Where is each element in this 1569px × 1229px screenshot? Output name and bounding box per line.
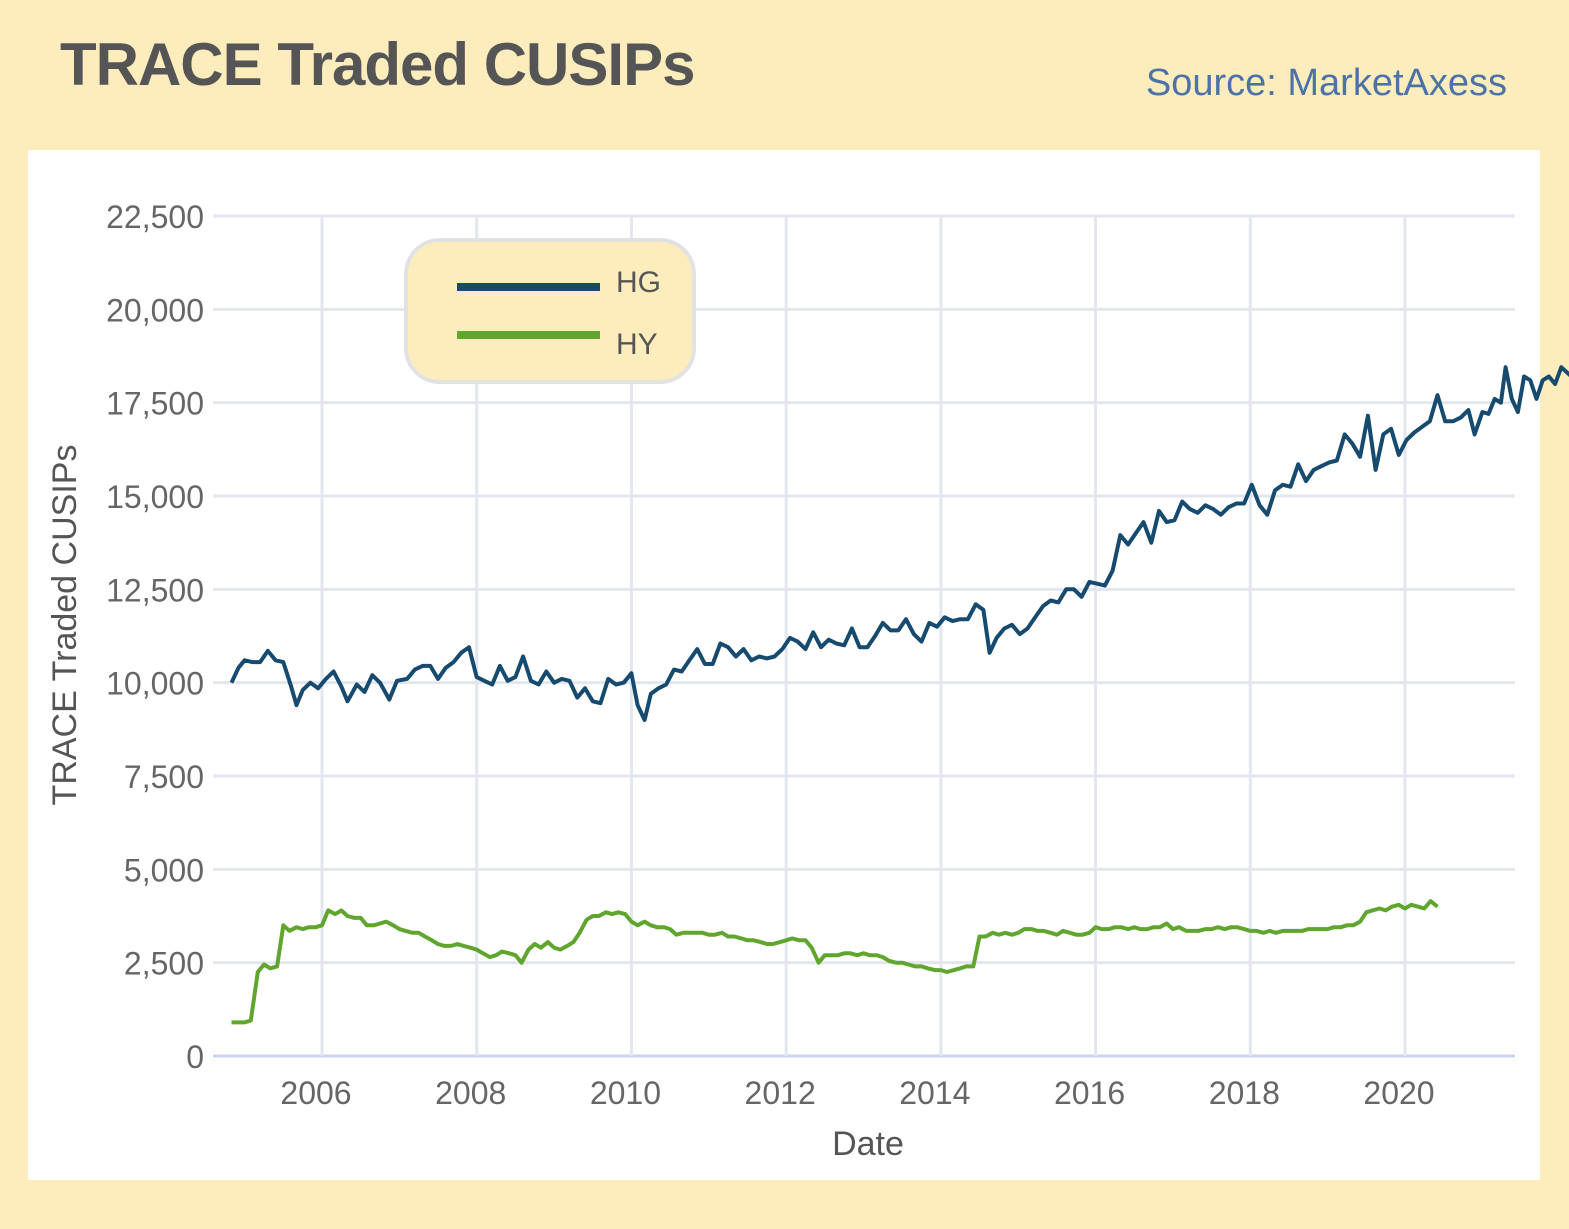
y-tick-label: 22,500 (106, 199, 204, 235)
chart-title: TRACE Traded CUSIPs (60, 31, 695, 98)
y-tick-label: 2,500 (124, 946, 204, 982)
grid-lines (213, 214, 1515, 1058)
chart-panel (28, 150, 1540, 1180)
series-lines (229, 365, 1569, 1025)
legend-hy-label: HY (616, 328, 658, 361)
y-tick-label: 0 (186, 1039, 204, 1075)
y-tick-label: 10,000 (106, 666, 204, 702)
x-tick-label: 2012 (745, 1075, 816, 1111)
x-tick-label: 2016 (1054, 1075, 1125, 1111)
legend: HG HY (404, 238, 696, 384)
source-credit: Source: MarketAxess (1145, 62, 1507, 104)
y-tick-label: 15,000 (106, 479, 204, 515)
x-tick-label: 2006 (280, 1075, 351, 1111)
y-tick-label: 17,500 (106, 386, 204, 422)
y-tick-label: 7,500 (124, 759, 204, 795)
y-axis-label: TRACE Traded CUSIPs (46, 445, 84, 806)
series-line-hg (229, 365, 1569, 722)
x-tick-label: 2008 (435, 1075, 506, 1111)
y-axis-ticks: 0 2,500 5,000 7,500 10,000 12,500 15,000 17,500… (106, 199, 204, 1075)
y-tick-label: 5,000 (124, 852, 204, 888)
x-tick-label: 2010 (590, 1075, 661, 1111)
x-tick-label: 2020 (1363, 1075, 1434, 1111)
x-axis-ticks: 2006 2008 2010 2012 2014 2016 2018 2020 (280, 1075, 1434, 1111)
series-line-hy (231, 899, 1439, 1025)
x-tick-label: 2014 (899, 1075, 970, 1111)
x-axis-label: Date (832, 1125, 904, 1163)
x-tick-label: 2018 (1209, 1075, 1280, 1111)
legend-hg-label: HG (616, 266, 661, 299)
y-tick-label: 12,500 (106, 572, 204, 608)
y-tick-label: 20,000 (106, 292, 204, 328)
legend-box (404, 238, 696, 384)
